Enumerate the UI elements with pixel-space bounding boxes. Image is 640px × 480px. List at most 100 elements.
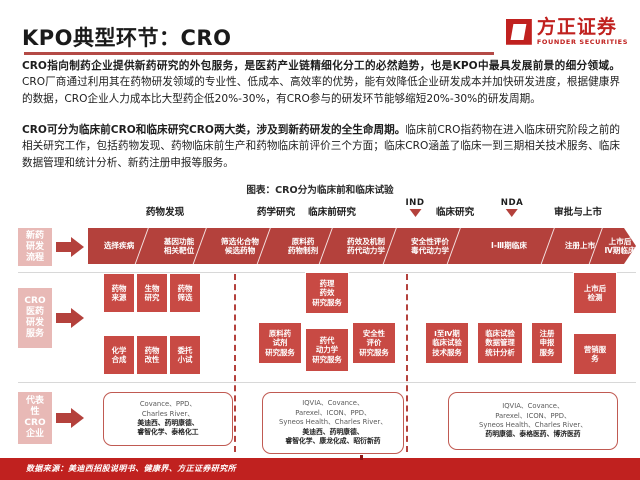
row-label-line: 研发	[25, 318, 44, 328]
paragraph-2-body: 临床前CRO指药物在进入临床研究阶段之前的相关研究工作，包括药物发现、药物临床前…	[22, 124, 620, 169]
milestone-label: IND	[405, 198, 425, 208]
service-box-line: 药效	[319, 288, 335, 298]
title-underline	[24, 52, 494, 55]
process-band: 选择疾病 基因功能 相关靶位 筛选化合物 候选药物 原料药 药物制剂 药效及机制 药代动力学 安全…	[88, 228, 636, 264]
paragraph-1-lead: CRO指向制药企业提供新药研究的外包服务，是医药产业链精细化分工的必然趋势，也是…	[22, 60, 620, 72]
service-box-line: 生物	[144, 283, 160, 293]
row-label: 新药 研发 流程	[18, 228, 52, 266]
service-box: 药理 药效 研究服务	[305, 272, 349, 314]
service-box-line: 药物	[111, 283, 127, 293]
company-names-cn: 药明康德、泰格医药、博济医药	[485, 430, 581, 439]
row-arrow-icon	[56, 237, 86, 257]
service-box-line: 药物	[144, 345, 160, 355]
service-box-line: 小试	[177, 355, 193, 364]
service-box-line: 化学	[111, 345, 127, 355]
service-box-line: 研究服务	[265, 347, 295, 357]
company-box: IQVIA、Covance、 Parexel、ICON、PPD、 Syneos He…	[262, 392, 404, 454]
logo-name-en: FOUNDER SECURITIES	[536, 38, 628, 46]
service-box-line: 原料药	[268, 329, 292, 339]
row-label-line: 代表	[25, 396, 44, 406]
stage-header: 审批与上市	[554, 207, 602, 218]
company-names-en: Covance、PPD、 Charles River、	[139, 400, 197, 418]
service-box: 临床试验 数据管理 统计分析	[477, 322, 523, 364]
row-arrow-icon	[56, 308, 86, 328]
row-label-line: 研发	[25, 241, 44, 252]
service-box-line: 评价	[366, 338, 382, 348]
service-box-line: 注册	[539, 329, 555, 339]
paragraph-2: CRO可分为临床前CRO和临床研究CRO两大类，涉及到新药研发的全生命周期。临床…	[22, 122, 620, 171]
paragraph-1-body: CRO厂商通过利用其在药物研发领域的专业性、低成本、高效率的优势，能有效降低企业…	[22, 76, 620, 105]
row-label-line: 性	[30, 407, 40, 417]
milestone-marker: NDA	[501, 198, 523, 217]
logo-name-cn: 方正证券	[536, 16, 617, 38]
service-box-line: 研究服务	[359, 347, 389, 357]
process-step-line: 药代动力学	[347, 246, 385, 255]
service-box-line: 研究服务	[312, 297, 342, 307]
service-box: 原料药 试剂 研究服务	[258, 322, 302, 364]
service-box-line: 检测	[587, 293, 603, 302]
page-title: KPO典型环节：CRO	[22, 26, 232, 50]
service-box-line: 服务	[539, 347, 555, 357]
process-step-line: 筛选化合物	[221, 236, 259, 246]
process-step-line: 候选药物	[224, 246, 256, 255]
service-box-line: 临床试验	[432, 338, 462, 348]
service-box: 委托 小试	[169, 335, 201, 375]
milestone-label: NDA	[500, 198, 524, 208]
process-step: 上市后 Ⅳ期临床	[604, 228, 636, 264]
service-box-line: 合成	[111, 355, 127, 364]
company-logo: 方正证券 FOUNDER SECURITIES	[505, 16, 628, 46]
footer-tick	[360, 455, 363, 460]
divider-line-mid	[18, 382, 636, 383]
service-box-line: 务	[591, 354, 599, 363]
footer-bar: 数据来源：美迪西招股说明书、健康界、方正证券研究所	[0, 455, 640, 480]
company-names-en: IQVIA、Covance、 Parexel、ICON、PPD、 Syneos He…	[279, 399, 387, 427]
process-step: 筛选化合物 候选药物	[208, 228, 272, 264]
row-label: CRO 医药 研发 服务	[18, 288, 52, 348]
triangle-down-icon	[409, 209, 421, 217]
service-box-line: 试剂	[272, 338, 288, 348]
row-label-line: 流程	[25, 252, 44, 263]
service-box: 药物 筛选	[169, 273, 201, 313]
process-step: 药效及机制 药代动力学	[334, 228, 398, 264]
service-box: Ⅰ至Ⅳ期 临床试验 技术服务	[425, 322, 469, 364]
milestone-marker: IND	[405, 198, 424, 217]
process-step-line: 毒代动力学	[411, 246, 449, 255]
row-label: 代表性 CRO 企业	[18, 392, 52, 444]
process-step-line: Ⅰ-Ⅲ期临床	[491, 241, 527, 251]
service-box: 生物 研究	[136, 273, 168, 313]
cro-process-diagram: 药物发现 药学研究 临床前研究 临床研究 审批与上市 IND NDA 新药 研发 流程 CRO 医…	[0, 198, 640, 458]
process-step-line: 原料药	[291, 236, 315, 246]
service-box: 化学 合成	[103, 335, 135, 375]
service-box: 药代 动力学 研究服务	[305, 328, 349, 372]
service-box-line: 委托	[177, 345, 193, 355]
stage-header: 临床研究	[435, 207, 475, 218]
service-box: 药物 来源	[103, 273, 135, 313]
process-step: 原料药 药物制剂	[272, 228, 334, 264]
paragraph-1: CRO指向制药企业提供新药研究的外包服务，是医药产业链精细化分工的必然趋势，也是…	[22, 58, 620, 107]
process-step: 基因功能 相关靶位	[150, 228, 208, 264]
row-label-line: 服务	[25, 329, 44, 339]
service-box-line: Ⅰ至Ⅳ期	[434, 329, 460, 339]
process-step-line: Ⅳ期临床	[604, 246, 636, 255]
process-step-line: 上市后	[608, 236, 632, 246]
row-label-line: 企业	[25, 429, 44, 439]
stage-header: 临床前研究	[308, 207, 356, 218]
service-box-line: 研究服务	[312, 354, 342, 364]
footer-source: 数据来源：美迪西招股说明书、健康界、方正证券研究所	[26, 464, 236, 473]
company-box: Covance、PPD、 Charles River、 美迪西、药明康德、 睿智化学、…	[103, 392, 233, 446]
process-step-line: 注册上市	[564, 241, 596, 251]
service-box-line: 统计分析	[485, 347, 515, 357]
process-step-line: 药效及机制	[347, 236, 385, 246]
service-box: 营销服务	[573, 333, 617, 375]
process-step-line: 相关靶位	[163, 246, 195, 255]
service-box: 注册 申报 服务	[531, 322, 563, 364]
process-step: 注册上市	[556, 228, 604, 264]
service-box: 上市后 检测	[573, 272, 617, 314]
process-step: Ⅰ-Ⅲ期临床	[462, 228, 556, 264]
company-names-cn: 美迪西、药明康德、 睿智化学、康龙化成、昭衍新药	[285, 427, 381, 446]
paragraph-2-lead: CRO可分为临床前CRO和临床研究CRO两大类，涉及到新药研发的全生命周期。	[22, 124, 406, 136]
process-step-line: 药物制剂	[287, 246, 319, 255]
service-box-line: 研究	[144, 293, 160, 302]
service-box-line: 营销服	[583, 344, 607, 354]
